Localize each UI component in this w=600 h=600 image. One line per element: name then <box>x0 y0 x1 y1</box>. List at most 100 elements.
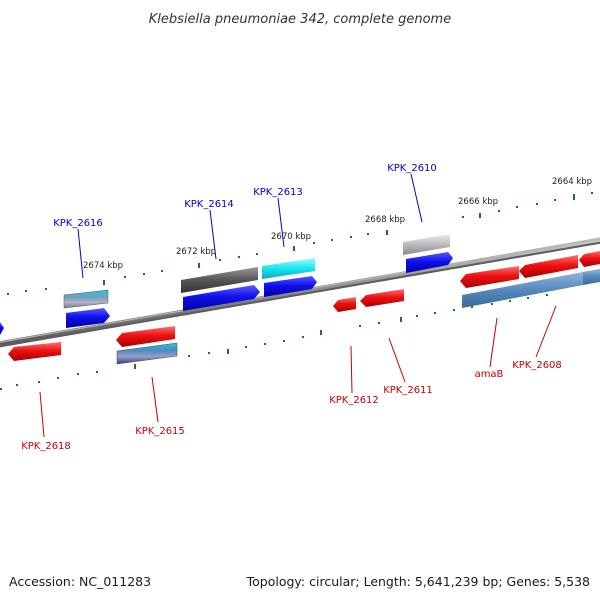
tick-dot <box>386 230 388 235</box>
leader-line-kpk-2615 <box>151 376 159 423</box>
outer-tick-track <box>7 192 593 295</box>
tick-dot <box>16 384 18 386</box>
kbp-label: 2670 kbp <box>271 232 311 242</box>
map-title: Klebsiella pneumoniae 342, complete geno… <box>149 12 451 27</box>
gene-label: KPK_2615 <box>135 426 185 437</box>
gene-amab-feature <box>462 272 583 308</box>
tick-dot <box>350 236 352 238</box>
gene-label: KPK_2608 <box>512 360 562 371</box>
tick-dot <box>227 349 229 354</box>
tick-dot <box>498 210 500 212</box>
tick-dot <box>591 192 593 194</box>
gene-kpk-2615-feature <box>116 342 178 365</box>
gene-label: KPK_2614 <box>184 199 234 210</box>
tick-dot <box>359 325 361 327</box>
leader-line-kpk-2608 <box>535 305 557 358</box>
reverse-genes <box>8 251 600 365</box>
tick-dot <box>283 340 285 342</box>
gene-kpk-2616-feature <box>63 289 109 309</box>
gene-kpk-2615-arrow <box>116 326 175 347</box>
gene-kpk-2614-feature <box>181 267 258 293</box>
leader-line-kpk-2618 <box>39 391 45 438</box>
tick-dot <box>320 330 322 335</box>
leader-line-kpk-2612 <box>350 345 353 394</box>
gene-amab-arrow <box>460 266 519 288</box>
tick-dot <box>378 322 380 324</box>
gene-label: amaB <box>475 369 504 380</box>
gene-label: KPK_2616 <box>53 218 103 229</box>
leader-line-kpk-2611 <box>388 337 406 383</box>
tick-dot <box>161 270 163 272</box>
tick-dot <box>45 288 47 290</box>
kbp-labels: 2674 kbp 2672 kbp 2670 kbp 2668 kbp 2666… <box>83 177 592 271</box>
kbp-label: 2664 kbp <box>552 177 592 187</box>
kbp-label: 2672 kbp <box>176 247 216 257</box>
tick-dot <box>462 216 464 218</box>
tick-dot <box>479 213 481 218</box>
gene-kpk-2613-feature <box>262 258 315 279</box>
tick-dot <box>554 199 556 201</box>
tick-dot <box>527 297 529 299</box>
tick-dot <box>57 377 59 379</box>
gene-label: KPK_2618 <box>21 441 71 452</box>
kbp-label: 2668 kbp <box>365 215 405 225</box>
tick-dot <box>38 381 40 383</box>
inner-tick-track <box>0 294 548 390</box>
gene-label: KPK_2611 <box>383 385 433 396</box>
tick-dot <box>302 336 304 338</box>
genome-summary-text: Topology: circular; Length: 5,641,239 bp… <box>246 574 590 589</box>
leader-line-kpk-2610 <box>410 173 423 223</box>
gene-kpk-2616-arrow <box>66 308 110 328</box>
tick-dot <box>546 294 548 296</box>
gene-kpk-2608-feature <box>583 269 600 285</box>
leader-line-amab <box>489 317 498 368</box>
tick-dot <box>96 371 98 373</box>
tick-dot <box>208 352 210 354</box>
forward-gene-labels: KPK_2616 KPK_2614 KPK_2613 KPK_2610 <box>53 163 437 229</box>
leader-line-kpk-2614 <box>209 209 217 260</box>
gene-kpk-2618-arrow <box>8 342 61 361</box>
tick-dot <box>573 194 575 200</box>
gene-kpk-2613-arrow <box>264 276 317 297</box>
tick-dot <box>103 280 105 285</box>
tick-dot <box>367 233 369 235</box>
kbp-label: 2674 kbp <box>83 261 123 271</box>
tick-dot <box>77 373 79 375</box>
tick-dot <box>313 242 315 244</box>
gene-kpk-2610-arrow <box>406 252 453 273</box>
tick-dot <box>256 253 258 255</box>
gene-kpk-2610-feature <box>403 234 450 255</box>
gene-kpk-2612-arrow <box>333 297 356 312</box>
tick-dot <box>264 343 266 345</box>
tick-dot <box>245 346 247 348</box>
gene-kpk-2614-arrow <box>183 285 260 311</box>
tick-dot <box>0 388 2 390</box>
tick-dot <box>434 312 436 314</box>
leader-line-kpk-2613 <box>277 197 285 248</box>
edge-blue-arrow <box>0 322 4 335</box>
tick-dot <box>293 246 295 251</box>
gene-kpk-2608-arrow <box>519 255 578 278</box>
tick-dot <box>134 364 136 369</box>
tick-dot <box>25 290 27 292</box>
tick-dot <box>124 276 126 278</box>
tick-dot <box>536 203 538 205</box>
tick-dot <box>238 256 240 258</box>
tick-dot <box>198 263 200 268</box>
gene-label: KPK_2613 <box>253 187 303 198</box>
forward-genes <box>0 234 453 335</box>
kbp-label: 2666 kbp <box>458 197 498 207</box>
tick-dot <box>7 293 9 295</box>
accession-text: Accession: NC_011283 <box>9 574 151 589</box>
gene-kpk-2611-arrow <box>360 289 404 307</box>
leader-line-kpk-2616 <box>77 228 84 279</box>
tick-dot <box>491 303 493 305</box>
tick-dot <box>416 315 418 317</box>
tick-dot <box>219 259 221 261</box>
tick-dot <box>453 309 455 311</box>
tick-dot <box>188 355 190 357</box>
tick-dot <box>331 239 333 241</box>
leader-lines <box>39 173 557 438</box>
tick-dot <box>509 300 511 302</box>
